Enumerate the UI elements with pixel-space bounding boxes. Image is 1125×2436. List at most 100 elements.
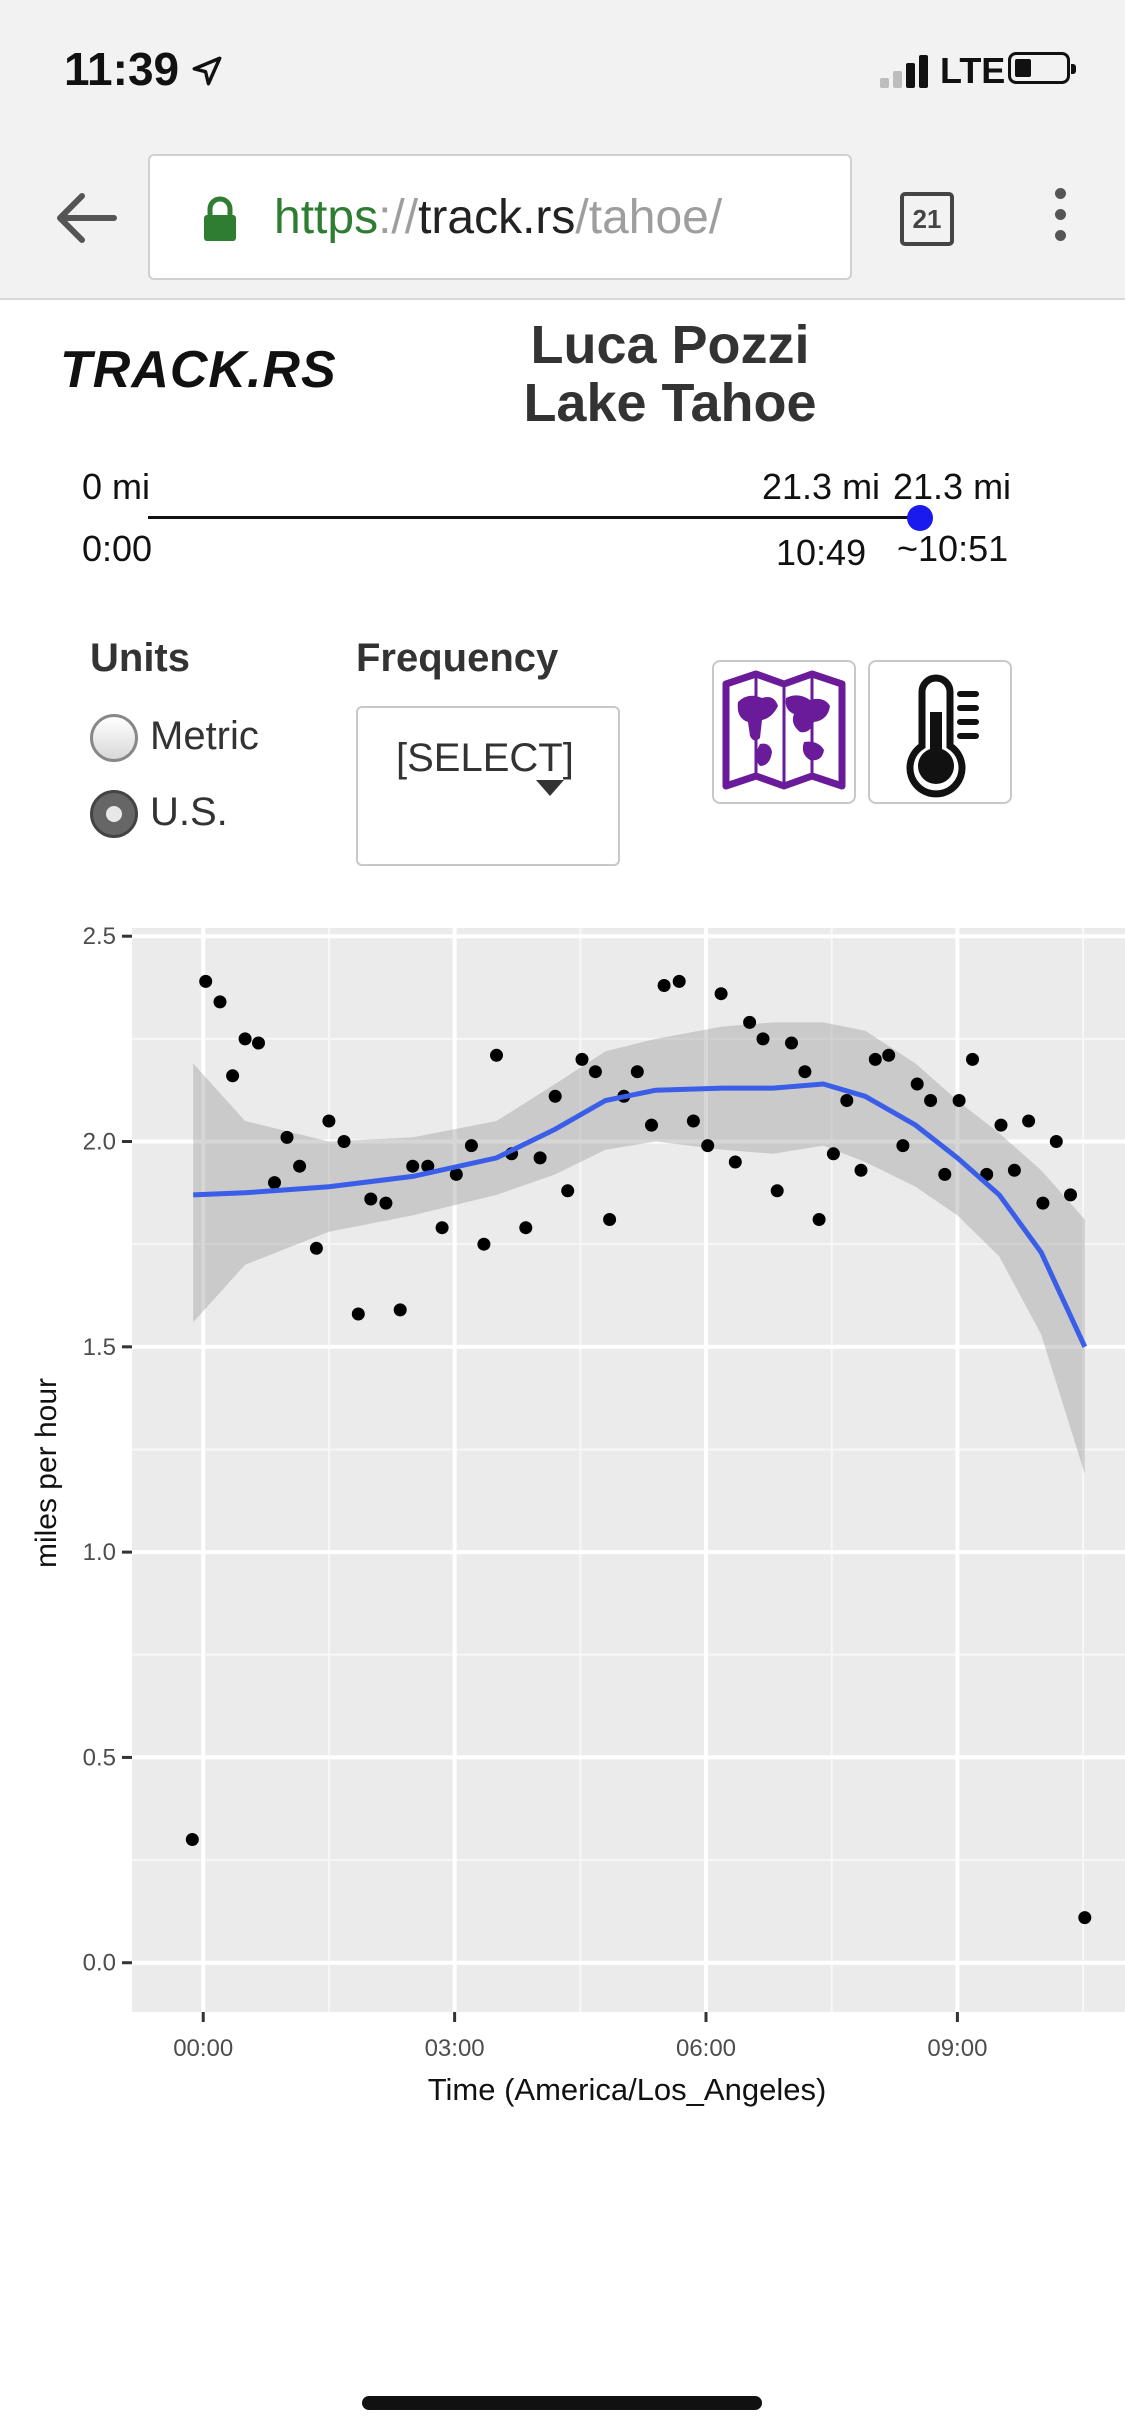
- url-separator: ://: [378, 191, 419, 244]
- data-point: [185, 1833, 199, 1846]
- data-point: [854, 1163, 868, 1177]
- data-point: [268, 1176, 281, 1190]
- data-point: [938, 1167, 952, 1181]
- data-point: [252, 1036, 265, 1050]
- data-point: [1007, 1163, 1021, 1177]
- units-label: Units: [90, 636, 190, 680]
- battery-icon: [1008, 52, 1076, 84]
- data-point: [686, 1114, 700, 1128]
- x-axis-label: Time (America/Los_Angeles): [428, 2072, 827, 2107]
- map-icon: [722, 670, 846, 790]
- status-bar: 11:39 LTE: [0, 0, 1125, 140]
- page-title-athlete: Luca Pozzi: [530, 315, 810, 375]
- y-axis-label: miles per hour: [30, 1378, 63, 1568]
- frequency-select-value: [SELECT]: [396, 736, 574, 780]
- data-point: [280, 1130, 294, 1144]
- data-point: [1064, 1188, 1077, 1202]
- overflow-menu-icon[interactable]: [1040, 188, 1080, 252]
- data-point: [575, 1052, 589, 1066]
- data-point: [561, 1184, 575, 1198]
- url-text: https://track.rs/tahoe/: [274, 190, 722, 245]
- status-time: 11:39: [64, 43, 180, 95]
- address-bar[interactable]: https://track.rs/tahoe/: [148, 154, 852, 280]
- data-point: [1036, 1196, 1050, 1210]
- data-point: [743, 1015, 757, 1029]
- y-axis: 0.0 0.5 1.0 1.5 2.0 2.5: [83, 923, 132, 1977]
- progress-handle[interactable]: [907, 505, 933, 531]
- data-point: [351, 1307, 365, 1321]
- y-tick-label: 0.0: [83, 1950, 116, 1977]
- x-tick-label: 00:00: [173, 2035, 233, 2062]
- data-point: [588, 1065, 602, 1079]
- y-tick-label: 0.5: [83, 1744, 116, 1771]
- x-axis: 00:00 03:00 06:00 09:00: [173, 2012, 987, 2062]
- current-distance: 21.3 mi: [762, 466, 881, 507]
- site-logo[interactable]: TRACK.RS: [60, 341, 337, 399]
- url-host: track.rs: [418, 191, 576, 244]
- data-point: [785, 1036, 798, 1050]
- data-point: [896, 1139, 910, 1153]
- data-point: [728, 1155, 742, 1169]
- back-arrow-icon[interactable]: [50, 188, 120, 248]
- y-tick-label: 1.0: [83, 1539, 116, 1566]
- data-point: [393, 1303, 407, 1317]
- url-scheme: https: [274, 191, 379, 244]
- data-point: [477, 1237, 491, 1251]
- units-us-label[interactable]: U.S.: [150, 790, 228, 834]
- location-arrow-icon: [192, 56, 222, 86]
- start-time: 0:00: [82, 528, 153, 569]
- units-metric-radio[interactable]: [90, 714, 138, 762]
- data-point: [213, 995, 227, 1009]
- data-point: [533, 1151, 547, 1165]
- plot-panel: [132, 928, 1125, 2012]
- data-point: [657, 979, 671, 992]
- data-point: [994, 1118, 1008, 1132]
- frequency-select[interactable]: [SELECT]: [356, 706, 620, 866]
- data-point: [226, 1069, 240, 1083]
- data-point: [379, 1196, 393, 1210]
- tab-switcher-button[interactable]: 21: [900, 192, 954, 246]
- data-point: [421, 1159, 435, 1173]
- data-point: [519, 1221, 533, 1235]
- data-point: [770, 1184, 784, 1198]
- data-point: [603, 1213, 617, 1226]
- y-tick-label: 2.5: [83, 923, 116, 950]
- data-point: [966, 1052, 979, 1066]
- page-title-event: Lake Tahoe: [523, 373, 817, 433]
- home-indicator: [362, 2396, 762, 2410]
- cell-signal-icon: [880, 52, 932, 88]
- grid-minor: [132, 928, 1125, 2012]
- units-metric-label[interactable]: Metric: [150, 714, 259, 758]
- map-button[interactable]: [712, 660, 856, 804]
- units-us-radio[interactable]: [90, 790, 138, 838]
- progress-track[interactable]: [148, 516, 920, 519]
- data-point: [645, 1118, 658, 1132]
- data-point: [672, 974, 686, 988]
- data-point: [449, 1167, 463, 1181]
- x-tick-label: 06:00: [676, 2035, 736, 2062]
- data-point: [293, 1159, 307, 1173]
- data-point: [714, 987, 728, 1001]
- data-point: [406, 1159, 420, 1173]
- browser-toolbar: https://track.rs/tahoe/ 21: [0, 140, 1125, 300]
- data-point: [840, 1094, 854, 1107]
- data-point: [364, 1192, 378, 1206]
- data-point: [1049, 1135, 1063, 1148]
- data-point: [548, 1089, 562, 1103]
- data-point: [1078, 1911, 1092, 1925]
- confidence-band: [193, 1022, 1085, 1475]
- y-tick-label: 2.0: [83, 1129, 116, 1156]
- data-point: [924, 1094, 938, 1107]
- data-point: [826, 1147, 840, 1161]
- weather-button[interactable]: [868, 660, 1012, 804]
- data-point: [322, 1114, 336, 1128]
- data-point: [910, 1077, 924, 1091]
- speed-chart: 0.00.51.01.52.02.5 00:00 03:00 06:00 09:00 …: [30, 923, 1125, 2107]
- network-type: LTE: [940, 50, 1006, 91]
- data-point: [435, 1221, 449, 1235]
- current-time: 10:49: [776, 532, 867, 573]
- data-point: [701, 1139, 715, 1153]
- url-path: /tahoe/: [575, 191, 723, 244]
- grid-major: [132, 928, 1125, 2012]
- data-point: [199, 974, 213, 988]
